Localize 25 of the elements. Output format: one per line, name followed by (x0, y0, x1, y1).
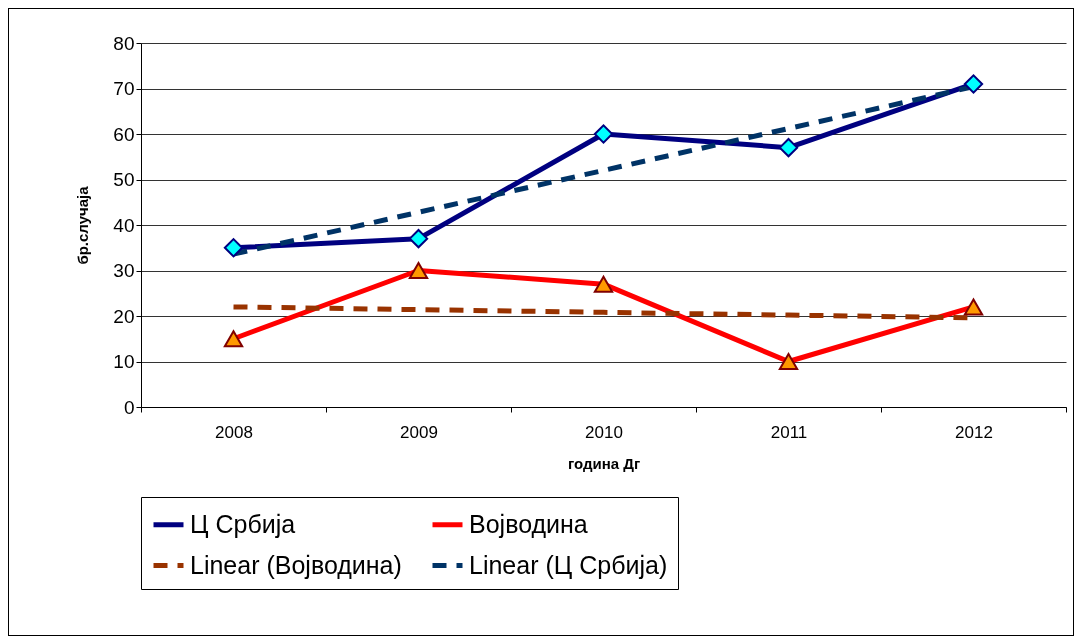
legend-label: Linear (Ц Србија) (469, 550, 668, 579)
y-axis-title: бр.случаја (74, 185, 92, 265)
legend-label: Ц Србија (190, 509, 296, 538)
point (408, 228, 429, 249)
y-tick-label: 10 (113, 351, 135, 372)
y-tick-label: 60 (113, 123, 135, 145)
point (223, 238, 244, 258)
legend-label: Војводина (469, 509, 588, 538)
point (963, 74, 984, 94)
x-tick-label: 2010 (585, 422, 623, 442)
legend-label: Linear (Војводина) (190, 550, 402, 579)
x-tick-label: 2011 (770, 422, 808, 442)
x-tick-label: 2009 (400, 422, 438, 442)
y-tick-label: 40 (113, 214, 135, 236)
y-tick-label: 0 (123, 396, 135, 418)
y-tick-label: 50 (113, 169, 135, 190)
x-tick-label: 2012 (955, 422, 993, 442)
y-tick-label: 70 (113, 78, 135, 99)
point (593, 124, 614, 144)
y-tick-label: 30 (113, 260, 135, 281)
y-tick-label: 80 (113, 32, 135, 54)
x-axis-title: година Дг (567, 454, 641, 472)
x-tick-label: 2008 (215, 422, 253, 442)
y-tick-label: 20 (113, 305, 135, 327)
point (778, 137, 799, 158)
